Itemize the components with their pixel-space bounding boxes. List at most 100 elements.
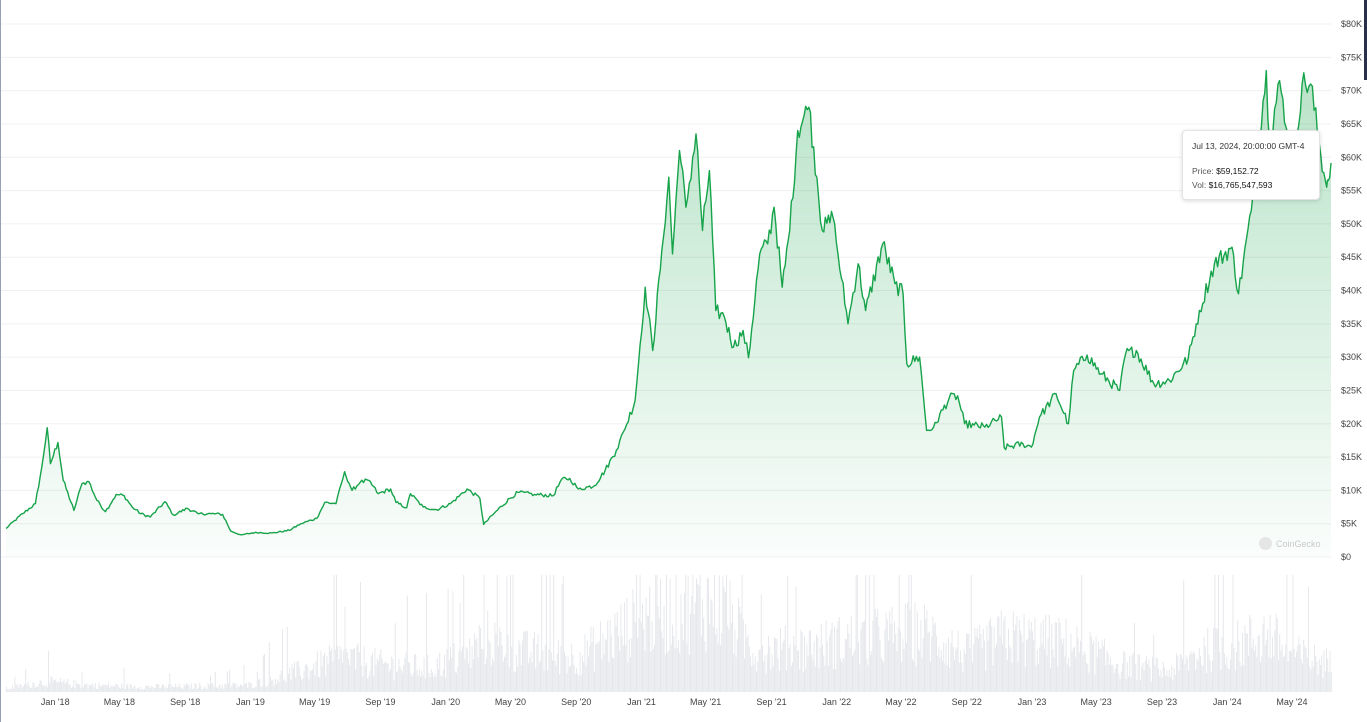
volume-bar <box>865 575 867 692</box>
volume-bar <box>757 661 759 692</box>
volume-bar <box>651 621 653 692</box>
volume-bar <box>1138 654 1140 692</box>
volume-bar <box>242 685 244 692</box>
volume-bar <box>164 688 166 692</box>
volume-bar <box>700 635 702 692</box>
volume-bar <box>882 660 883 692</box>
volume-bar <box>459 602 461 692</box>
volume-bar <box>1089 631 1091 692</box>
volume-bar <box>261 686 263 692</box>
volume-bar <box>585 665 587 692</box>
volume-bar <box>274 678 276 692</box>
volume-bar <box>1242 633 1243 692</box>
volume-bar <box>1126 662 1128 692</box>
volume-bar <box>501 645 503 692</box>
volume-bar <box>662 638 664 692</box>
price-tooltip: Jul 13, 2024, 20:00:00 GMT-4 Price: $59,… <box>1182 130 1320 200</box>
volume-bar <box>1042 619 1044 692</box>
volume-bar <box>967 633 969 692</box>
volume-bar <box>141 689 143 692</box>
volume-bar <box>1124 652 1126 692</box>
volume-bar <box>1257 636 1259 692</box>
volume-bar <box>956 647 958 692</box>
volume-bar <box>1174 674 1176 692</box>
volume-bar <box>685 575 687 692</box>
volume-bar <box>638 617 640 692</box>
volume-bar <box>69 684 71 692</box>
volume-bar <box>214 671 216 692</box>
volume-bar <box>1102 646 1104 692</box>
volume-bar <box>655 575 657 692</box>
volume-bar <box>1268 657 1270 692</box>
volume-bar <box>428 673 430 692</box>
volume-bar <box>688 654 690 692</box>
volume-bar <box>1094 674 1096 692</box>
volume-bar <box>1048 614 1050 692</box>
volume-bar <box>1272 637 1273 692</box>
volume-bar <box>1212 660 1213 692</box>
volume-bar <box>378 660 379 692</box>
volume-bar <box>116 684 118 692</box>
volume-bar <box>849 648 851 692</box>
volume-bar <box>1000 610 1002 692</box>
volume-bar <box>1250 618 1252 692</box>
volume-bar <box>105 685 107 692</box>
volume-bar <box>984 640 985 692</box>
volume-bar <box>511 646 513 692</box>
volume-bar <box>440 675 442 692</box>
volume-bar <box>1147 664 1149 692</box>
volume-bar <box>494 623 496 692</box>
volume-bar <box>294 662 295 692</box>
y-tick-label: $20K <box>1341 419 1362 429</box>
volume-bar <box>609 619 611 692</box>
volume-bar <box>106 685 108 692</box>
volume-bar <box>1171 665 1173 692</box>
volume-bar <box>108 682 109 692</box>
volume-bar <box>499 627 501 692</box>
volume-bar <box>1221 637 1223 692</box>
volume-bar <box>981 647 983 692</box>
volume-bar <box>784 625 786 692</box>
volume-bar <box>824 665 826 692</box>
volume-bar <box>728 629 730 692</box>
volume-bar <box>195 684 197 692</box>
volume-bar <box>6 686 7 692</box>
volume-bar <box>595 644 597 692</box>
volume-bar <box>1312 667 1314 692</box>
volume-bar <box>830 629 832 692</box>
volume-bar <box>933 624 935 692</box>
volume-bar <box>183 683 185 692</box>
volume-bar <box>721 633 723 692</box>
volume-bar <box>178 683 180 692</box>
volume-bar <box>412 673 414 692</box>
volume-bar <box>342 662 343 692</box>
volume-bar <box>154 687 156 692</box>
volume-bar <box>1033 639 1035 692</box>
volume-bar <box>993 627 995 692</box>
volume-bar <box>664 654 666 692</box>
volume-bar <box>634 622 636 692</box>
volume-bar <box>674 648 676 692</box>
tooltip-date: Jul 13, 2024, 20:00:00 GMT-4 <box>1192 141 1305 151</box>
volume-bar <box>637 637 639 692</box>
volume-bar <box>616 612 618 692</box>
volume-bar <box>829 635 831 692</box>
volume-bar <box>590 626 592 692</box>
volume-bar <box>654 644 655 692</box>
volume-bar <box>506 576 508 692</box>
volume-bar <box>806 644 808 692</box>
volume-bar <box>1172 680 1174 692</box>
volume-bar <box>177 686 179 692</box>
volume-bar <box>436 657 438 692</box>
volume-bar <box>726 575 727 692</box>
volume-bar <box>391 656 393 692</box>
volume-bar <box>1030 621 1032 692</box>
volume-bar <box>1020 630 1021 692</box>
volume-bar <box>1279 634 1281 692</box>
volume-bar <box>1006 659 1008 692</box>
volume-bar <box>1119 679 1121 692</box>
volume-bar <box>908 575 910 692</box>
volume-bar <box>118 687 120 692</box>
